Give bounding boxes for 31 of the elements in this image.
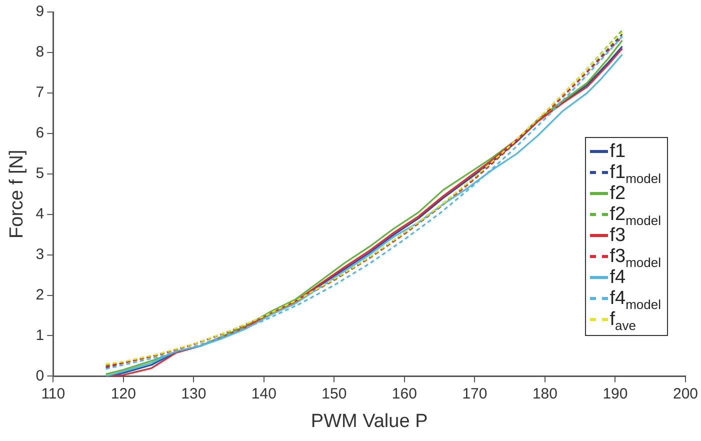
- x-tick-label: 190: [602, 385, 628, 402]
- legend-label: f1$_{model}$: [610, 162, 661, 186]
- y-tick-label: 8: [36, 44, 44, 61]
- legend-label: f3: [610, 225, 626, 246]
- legend-label: f$_{ave}$: [610, 309, 636, 333]
- x-tick-label: 140: [251, 385, 276, 402]
- x-tick-label: 150: [322, 385, 347, 402]
- y-tick-label: 3: [36, 246, 44, 263]
- x-axis-title: PWM Value P: [310, 410, 428, 432]
- y-tick-label: 0: [36, 367, 44, 384]
- x-tick-label: 110: [41, 385, 66, 402]
- x-tick-label: 180: [532, 385, 558, 402]
- legend-label: f1: [610, 141, 626, 162]
- y-tick-label: 5: [36, 165, 44, 182]
- x-tick-label: 200: [672, 385, 698, 402]
- x-tick-label: 120: [110, 385, 136, 402]
- y-axis-title: Force f [N]: [6, 150, 28, 238]
- y-tick-label: 2: [36, 286, 44, 304]
- y-tick-label: 1: [36, 326, 44, 344]
- y-tick-label: 6: [36, 124, 44, 142]
- x-tick-label: 170: [462, 385, 488, 402]
- legend-label: f4$_{model}$: [610, 288, 661, 312]
- y-tick-label: 4: [36, 205, 44, 222]
- legend-label: f4: [610, 267, 626, 288]
- y-tick-label: 9: [36, 3, 44, 20]
- x-tick-label: 160: [392, 385, 417, 402]
- x-tick-label: 130: [181, 385, 206, 402]
- legend-label: f3$_{model}$: [610, 246, 661, 270]
- legend-label: f2: [610, 183, 626, 204]
- legend-label: f2$_{model}$: [610, 204, 661, 228]
- y-tick-label: 7: [36, 84, 44, 102]
